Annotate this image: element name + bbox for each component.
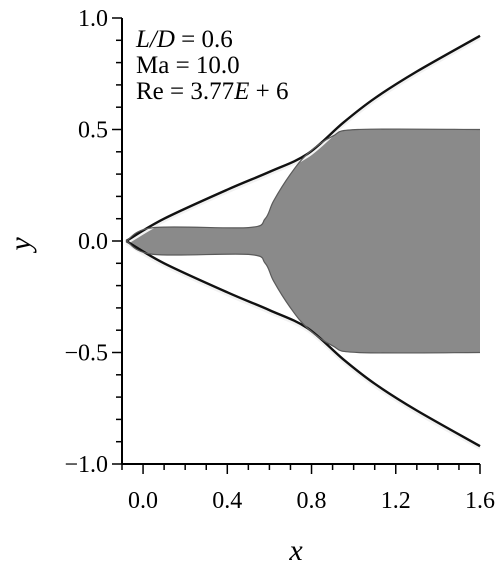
- y-tick-label: 0.5: [78, 118, 108, 144]
- upper_bow_shock-light: [125, 36, 481, 245]
- lower-body-edge: [125, 240, 481, 354]
- upper-body-surface: [126, 18, 480, 241]
- x-tick-label: 1.2: [381, 488, 411, 514]
- annotation-line-1: L/D = 0.6: [135, 26, 233, 53]
- axes: 1.0 0.5 0.0 −0.5 −1.0 0.0 0.4 0.8 1.2 1.6: [64, 6, 495, 514]
- x-tick-label: 0.0: [128, 488, 158, 514]
- x-tick-label: 0.8: [297, 488, 327, 514]
- upper-body-edge: [125, 128, 481, 242]
- y-axis-label: y: [4, 237, 37, 254]
- lower_bow_shock-light: [125, 241, 481, 450]
- x-tick-label: 1.6: [465, 488, 495, 514]
- y-tick-label: 0.0: [78, 229, 108, 255]
- annotation-line-3: Re = 3.77E + 6: [136, 78, 289, 105]
- lower-body-surface: [126, 241, 480, 464]
- shock-layer: [125, 34, 481, 450]
- y-tick-label: −1.0: [64, 452, 108, 478]
- annotation-line-2: Ma = 10.0: [136, 52, 240, 79]
- x-tick-label: 0.4: [212, 488, 242, 514]
- x-axis-label: x: [288, 534, 303, 567]
- plot-area: [125, 18, 481, 464]
- y-tick-label: 1.0: [78, 6, 108, 32]
- y-tick-label: −0.5: [64, 341, 108, 367]
